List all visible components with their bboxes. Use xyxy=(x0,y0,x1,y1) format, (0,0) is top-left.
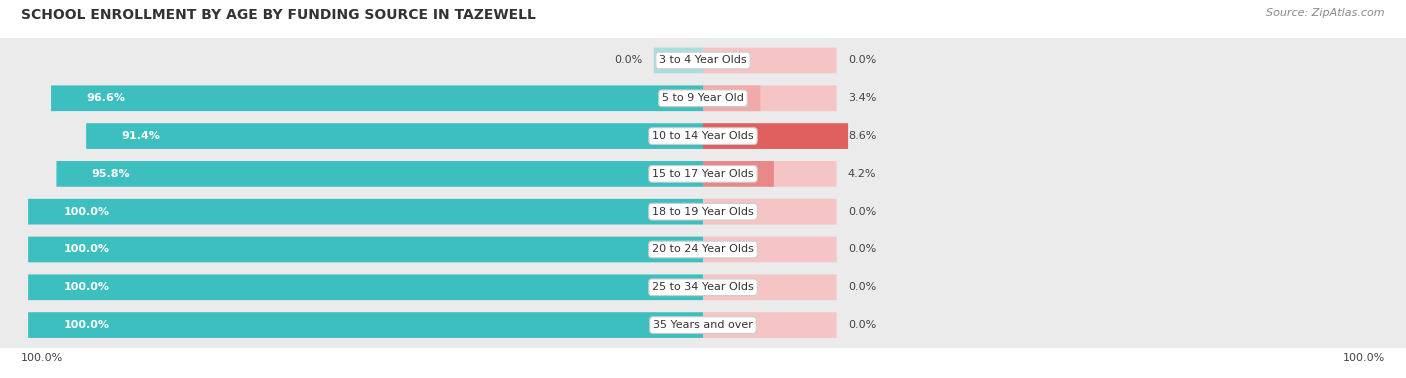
Text: 100.0%: 100.0% xyxy=(63,282,110,292)
FancyBboxPatch shape xyxy=(0,176,1406,247)
FancyBboxPatch shape xyxy=(28,312,703,338)
FancyBboxPatch shape xyxy=(56,161,703,187)
FancyBboxPatch shape xyxy=(703,85,837,111)
Text: 100.0%: 100.0% xyxy=(63,320,110,330)
Text: 0.0%: 0.0% xyxy=(848,245,876,254)
FancyBboxPatch shape xyxy=(28,199,703,225)
Text: 0.0%: 0.0% xyxy=(614,56,643,65)
FancyBboxPatch shape xyxy=(703,237,837,262)
FancyBboxPatch shape xyxy=(28,274,703,300)
FancyBboxPatch shape xyxy=(0,214,1406,285)
FancyBboxPatch shape xyxy=(0,63,1406,134)
FancyBboxPatch shape xyxy=(703,161,837,187)
FancyBboxPatch shape xyxy=(703,312,837,338)
Text: 3 to 4 Year Olds: 3 to 4 Year Olds xyxy=(659,56,747,65)
FancyBboxPatch shape xyxy=(0,290,1406,361)
Text: 91.4%: 91.4% xyxy=(121,131,160,141)
Text: 8.6%: 8.6% xyxy=(848,131,876,141)
Text: 100.0%: 100.0% xyxy=(63,207,110,217)
Text: 4.2%: 4.2% xyxy=(848,169,876,179)
Text: 3.4%: 3.4% xyxy=(848,93,876,103)
Text: Source: ZipAtlas.com: Source: ZipAtlas.com xyxy=(1267,8,1385,17)
FancyBboxPatch shape xyxy=(703,161,773,187)
FancyBboxPatch shape xyxy=(51,85,703,111)
FancyBboxPatch shape xyxy=(0,252,1406,323)
Text: 5 to 9 Year Old: 5 to 9 Year Old xyxy=(662,93,744,103)
FancyBboxPatch shape xyxy=(703,48,837,73)
Text: 100.0%: 100.0% xyxy=(1343,353,1385,363)
Text: 0.0%: 0.0% xyxy=(848,56,876,65)
Text: 15 to 17 Year Olds: 15 to 17 Year Olds xyxy=(652,169,754,179)
FancyBboxPatch shape xyxy=(703,274,837,300)
Text: 25 to 34 Year Olds: 25 to 34 Year Olds xyxy=(652,282,754,292)
Text: 95.8%: 95.8% xyxy=(91,169,131,179)
Text: 0.0%: 0.0% xyxy=(848,320,876,330)
FancyBboxPatch shape xyxy=(86,123,703,149)
FancyBboxPatch shape xyxy=(0,25,1406,96)
Text: 96.6%: 96.6% xyxy=(86,93,125,103)
Text: 100.0%: 100.0% xyxy=(63,245,110,254)
Text: 20 to 24 Year Olds: 20 to 24 Year Olds xyxy=(652,245,754,254)
FancyBboxPatch shape xyxy=(28,237,703,262)
FancyBboxPatch shape xyxy=(0,101,1406,172)
FancyBboxPatch shape xyxy=(703,123,837,149)
FancyBboxPatch shape xyxy=(703,123,848,149)
Text: 18 to 19 Year Olds: 18 to 19 Year Olds xyxy=(652,207,754,217)
Text: 0.0%: 0.0% xyxy=(848,207,876,217)
FancyBboxPatch shape xyxy=(703,85,761,111)
FancyBboxPatch shape xyxy=(703,199,837,225)
FancyBboxPatch shape xyxy=(0,138,1406,209)
FancyBboxPatch shape xyxy=(654,48,703,73)
Text: 35 Years and over: 35 Years and over xyxy=(652,320,754,330)
Text: 100.0%: 100.0% xyxy=(21,353,63,363)
Text: 0.0%: 0.0% xyxy=(848,282,876,292)
Text: SCHOOL ENROLLMENT BY AGE BY FUNDING SOURCE IN TAZEWELL: SCHOOL ENROLLMENT BY AGE BY FUNDING SOUR… xyxy=(21,8,536,22)
Text: 10 to 14 Year Olds: 10 to 14 Year Olds xyxy=(652,131,754,141)
